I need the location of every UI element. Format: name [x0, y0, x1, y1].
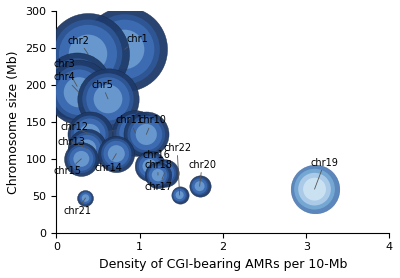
Point — [86, 132, 93, 137]
Point — [155, 173, 161, 177]
Point — [146, 164, 153, 168]
Point — [146, 164, 153, 168]
Text: chr20: chr20 — [188, 160, 216, 186]
Point — [85, 52, 91, 56]
Text: chr13: chr13 — [58, 137, 87, 148]
Point — [105, 97, 111, 101]
Point — [86, 132, 93, 137]
Point — [155, 173, 161, 177]
Point — [196, 184, 203, 188]
Text: chr18: chr18 — [144, 160, 172, 175]
Point — [311, 187, 318, 191]
Point — [311, 187, 318, 191]
Point — [84, 146, 90, 151]
Point — [162, 171, 168, 175]
Point — [113, 152, 120, 156]
Point — [78, 157, 84, 161]
Point — [74, 84, 80, 89]
Text: chr10: chr10 — [138, 115, 166, 135]
Point — [85, 52, 91, 56]
Point — [132, 131, 139, 135]
Point — [132, 131, 139, 135]
Point — [74, 84, 80, 89]
Point — [105, 97, 111, 101]
Point — [155, 173, 161, 177]
Point — [78, 157, 84, 161]
Point — [146, 164, 153, 168]
Point — [76, 90, 82, 95]
Point — [146, 164, 153, 168]
Point — [176, 193, 183, 197]
Point — [162, 171, 168, 175]
Point — [85, 52, 91, 56]
Text: chr14: chr14 — [94, 154, 122, 173]
Point — [196, 184, 203, 188]
Point — [84, 146, 90, 151]
Text: chr16: chr16 — [142, 150, 170, 166]
Point — [86, 132, 93, 137]
Point — [78, 157, 84, 161]
X-axis label: Density of CGI-bearing AMRs per 10-Mb: Density of CGI-bearing AMRs per 10-Mb — [99, 258, 347, 271]
Point — [84, 146, 90, 151]
Text: chr11: chr11 — [116, 115, 144, 133]
Point — [122, 47, 128, 52]
Point — [311, 187, 318, 191]
Point — [176, 193, 183, 197]
Text: chr22: chr22 — [163, 143, 191, 195]
Point — [143, 132, 150, 137]
Text: chr15: chr15 — [53, 159, 81, 177]
Point — [82, 196, 89, 200]
Point — [76, 90, 82, 95]
Text: chr4: chr4 — [54, 73, 79, 92]
Point — [143, 132, 150, 137]
Point — [143, 132, 150, 137]
Point — [122, 47, 128, 52]
Point — [84, 146, 90, 151]
Point — [176, 193, 183, 197]
Point — [105, 97, 111, 101]
Point — [122, 47, 128, 52]
Text: chr17: chr17 — [145, 173, 173, 192]
Point — [155, 173, 161, 177]
Text: chr5: chr5 — [91, 80, 113, 99]
Point — [78, 157, 84, 161]
Point — [132, 131, 139, 135]
Point — [105, 97, 111, 101]
Point — [176, 193, 183, 197]
Point — [113, 152, 120, 156]
Point — [143, 132, 150, 137]
Point — [82, 196, 89, 200]
Y-axis label: Chromosome size (Mb): Chromosome size (Mb) — [7, 50, 20, 193]
Point — [74, 84, 80, 89]
Text: chr2: chr2 — [68, 36, 90, 54]
Point — [196, 184, 203, 188]
Point — [122, 47, 128, 52]
Point — [113, 152, 120, 156]
Point — [85, 52, 91, 56]
Text: chr1: chr1 — [125, 34, 148, 49]
Point — [82, 196, 89, 200]
Text: chr19: chr19 — [310, 158, 338, 189]
Point — [82, 196, 89, 200]
Point — [162, 171, 168, 175]
Point — [74, 84, 80, 89]
Text: chr12: chr12 — [61, 122, 90, 135]
Point — [76, 90, 82, 95]
Text: chr3: chr3 — [54, 59, 77, 86]
Point — [76, 90, 82, 95]
Point — [311, 187, 318, 191]
Point — [162, 171, 168, 175]
Text: chr21: chr21 — [63, 198, 91, 216]
Point — [132, 131, 139, 135]
Point — [86, 132, 93, 137]
Point — [113, 152, 120, 156]
Point — [196, 184, 203, 188]
